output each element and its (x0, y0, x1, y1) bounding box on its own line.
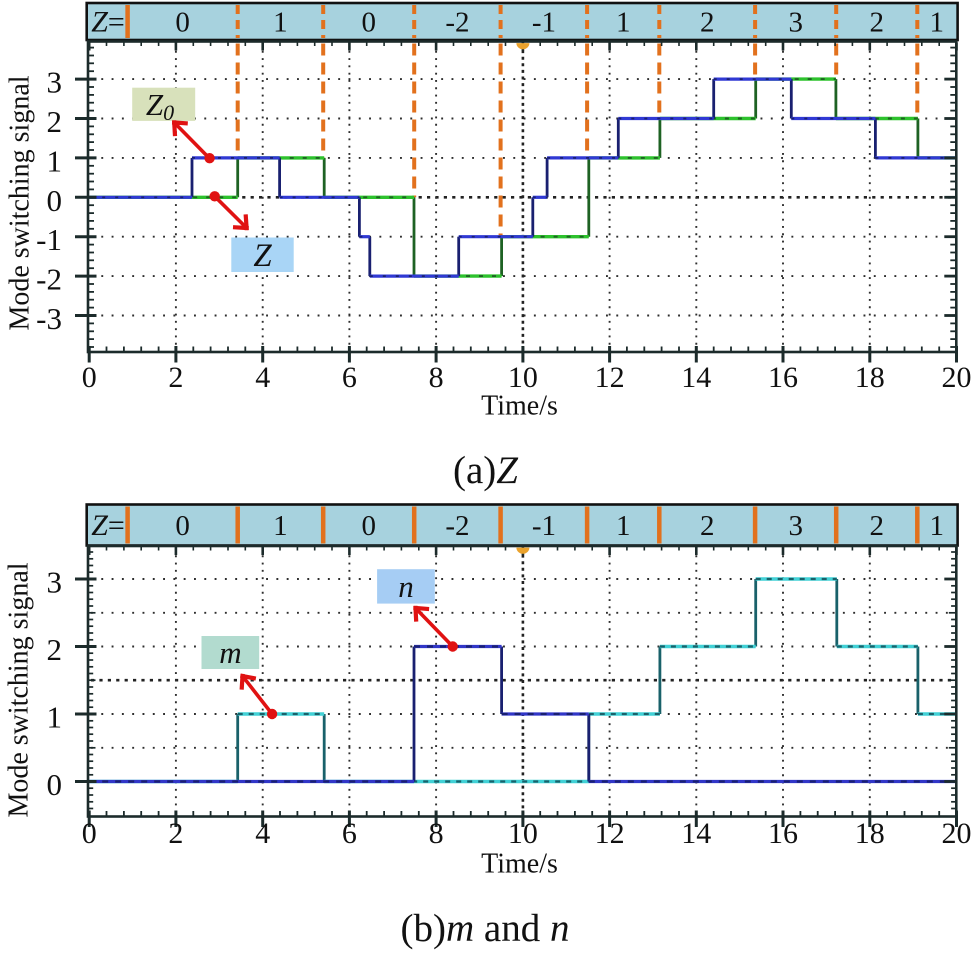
svg-text:(a)Z: (a)Z (453, 449, 519, 492)
svg-text:0: 0 (361, 510, 376, 542)
svg-text:Mode switching signal: Mode switching signal (5, 75, 36, 330)
svg-text:-1: -1 (532, 7, 556, 39)
svg-text:1: 1 (930, 7, 945, 39)
svg-text:3: 3 (788, 7, 803, 39)
svg-text:0: 0 (175, 7, 190, 39)
svg-text:3: 3 (788, 510, 803, 542)
svg-text:3: 3 (47, 565, 63, 600)
svg-text:14: 14 (681, 817, 711, 850)
svg-text:2: 2 (168, 361, 183, 394)
svg-text:3: 3 (47, 65, 63, 100)
svg-text:0: 0 (175, 510, 190, 542)
svg-text:1: 1 (930, 510, 945, 542)
svg-text:12: 12 (595, 817, 625, 850)
svg-text:0: 0 (82, 817, 97, 850)
svg-text:-2: -2 (445, 7, 469, 39)
svg-text:Time/s: Time/s (481, 391, 558, 422)
svg-text:-2: -2 (36, 262, 62, 297)
svg-text:1: 1 (616, 510, 631, 542)
svg-text:6: 6 (342, 817, 357, 850)
svg-text:-1: -1 (532, 510, 556, 542)
svg-text:Time/s: Time/s (481, 849, 558, 880)
svg-text:-3: -3 (36, 301, 62, 336)
svg-text:Z=: Z= (91, 509, 125, 542)
svg-text:1: 1 (273, 510, 288, 542)
svg-text:0: 0 (47, 183, 63, 218)
svg-text:2: 2 (700, 7, 715, 39)
svg-text:16: 16 (768, 817, 798, 850)
svg-text:12: 12 (595, 361, 625, 394)
svg-text:2: 2 (870, 7, 885, 39)
svg-text:18: 18 (855, 817, 885, 850)
svg-text:20: 20 (942, 817, 972, 850)
svg-text:-2: -2 (445, 510, 469, 542)
svg-text:20: 20 (942, 361, 972, 394)
svg-text:0: 0 (82, 361, 97, 394)
svg-text:1: 1 (273, 7, 288, 39)
svg-text:1: 1 (616, 7, 631, 39)
svg-text:Z=: Z= (91, 6, 125, 39)
svg-text:2: 2 (47, 104, 63, 139)
svg-text:m: m (219, 635, 241, 670)
svg-text:4: 4 (255, 817, 270, 850)
svg-text:1: 1 (47, 700, 63, 735)
svg-text:0: 0 (361, 7, 376, 39)
svg-text:Z: Z (253, 238, 272, 274)
svg-text:2: 2 (700, 510, 715, 542)
svg-text:14: 14 (681, 361, 711, 394)
svg-text:(b)m and n: (b)m and n (401, 907, 570, 950)
svg-text:18: 18 (855, 361, 885, 394)
svg-text:-1: -1 (36, 222, 62, 257)
svg-text:6: 6 (342, 361, 357, 394)
svg-text:4: 4 (255, 361, 270, 394)
svg-text:2: 2 (47, 632, 63, 667)
svg-text:0: 0 (47, 767, 63, 802)
svg-text:Mode switching signal: Mode switching signal (4, 562, 35, 817)
svg-text:8: 8 (429, 361, 444, 394)
svg-text:2: 2 (168, 817, 183, 850)
svg-text:n: n (398, 569, 414, 604)
svg-text:2: 2 (870, 510, 885, 542)
svg-text:1: 1 (47, 143, 63, 178)
svg-text:10: 10 (508, 817, 538, 850)
svg-text:16: 16 (768, 361, 798, 394)
svg-text:10: 10 (508, 361, 538, 394)
svg-text:8: 8 (429, 817, 444, 850)
